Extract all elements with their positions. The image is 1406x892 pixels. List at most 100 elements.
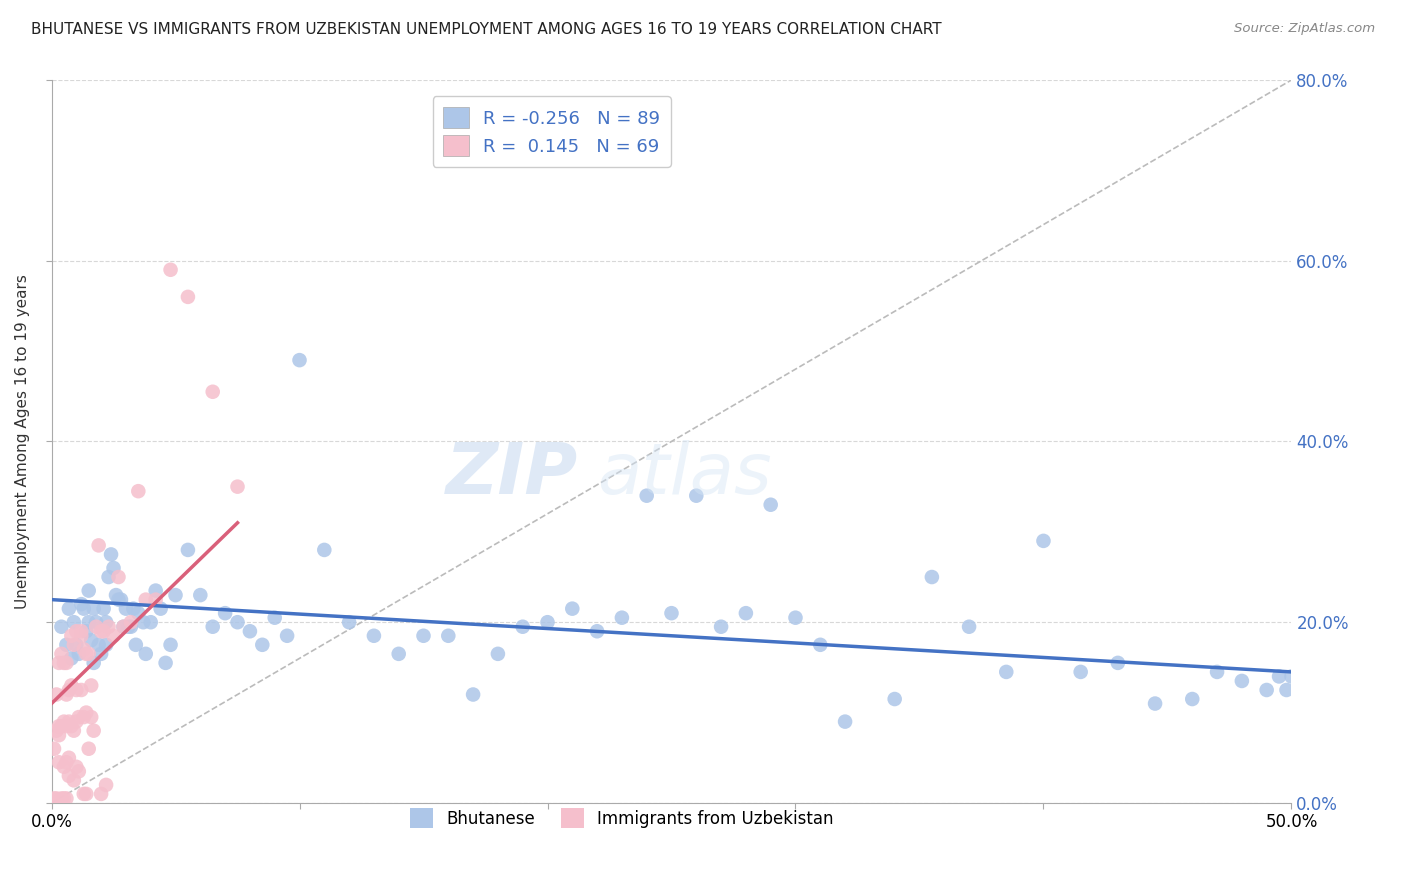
Point	[55, 638, 77, 652]
Point	[93, 601, 115, 615]
Point	[957, 620, 980, 634]
Point	[661, 606, 683, 620]
Point	[107, 592, 129, 607]
Point	[63, 615, 86, 630]
Point	[55, 688, 77, 702]
Point	[127, 484, 149, 499]
Point	[97, 570, 120, 584]
Point	[63, 773, 86, 788]
Text: Source: ZipAtlas.com: Source: ZipAtlas.com	[1234, 22, 1375, 36]
Point	[115, 601, 138, 615]
Point	[63, 638, 86, 652]
Point	[51, 791, 73, 805]
Point	[45, 688, 67, 702]
Point	[55, 656, 77, 670]
Point	[685, 489, 707, 503]
Point	[921, 570, 943, 584]
Point	[60, 719, 83, 733]
Text: atlas: atlas	[598, 440, 772, 508]
Point	[100, 548, 122, 562]
Text: ZIP: ZIP	[446, 440, 578, 508]
Point	[70, 597, 93, 611]
Point	[70, 683, 93, 698]
Point	[51, 719, 73, 733]
Point	[55, 756, 77, 770]
Point	[67, 647, 90, 661]
Point	[77, 647, 100, 661]
Point	[58, 601, 80, 615]
Point	[77, 741, 100, 756]
Point	[808, 638, 831, 652]
Point	[110, 592, 132, 607]
Point	[42, 741, 65, 756]
Point	[239, 624, 262, 639]
Point	[75, 647, 97, 661]
Point	[785, 610, 807, 624]
Point	[51, 647, 73, 661]
Point	[1230, 673, 1253, 688]
Y-axis label: Unemployment Among Ages 16 to 19 years: Unemployment Among Ages 16 to 19 years	[15, 274, 30, 609]
Point	[263, 610, 285, 624]
Point	[883, 692, 905, 706]
Point	[1206, 665, 1229, 679]
Point	[73, 787, 96, 801]
Point	[561, 601, 583, 615]
Point	[97, 620, 120, 634]
Point	[77, 583, 100, 598]
Point	[412, 629, 434, 643]
Point	[437, 629, 460, 643]
Point	[105, 588, 128, 602]
Point	[65, 714, 87, 729]
Point	[52, 656, 75, 670]
Point	[83, 601, 105, 615]
Point	[55, 719, 77, 733]
Point	[710, 620, 733, 634]
Point	[1032, 533, 1054, 548]
Point	[252, 638, 274, 652]
Point	[70, 624, 93, 639]
Point	[145, 592, 167, 607]
Point	[75, 624, 97, 639]
Point	[77, 615, 100, 630]
Point	[48, 656, 70, 670]
Point	[461, 688, 484, 702]
Point	[52, 791, 75, 805]
Point	[135, 647, 157, 661]
Point	[58, 751, 80, 765]
Point	[75, 706, 97, 720]
Point	[536, 615, 558, 630]
Point	[87, 538, 110, 552]
Point	[84, 620, 107, 634]
Point	[65, 683, 87, 698]
Point	[73, 642, 96, 657]
Point	[48, 756, 70, 770]
Point	[60, 651, 83, 665]
Point	[610, 610, 633, 624]
Point	[48, 719, 70, 733]
Point	[83, 723, 105, 738]
Point	[84, 615, 107, 630]
Point	[60, 629, 83, 643]
Point	[120, 620, 142, 634]
Point	[94, 615, 117, 630]
Point	[586, 624, 609, 639]
Point	[159, 638, 181, 652]
Point	[80, 710, 103, 724]
Point	[201, 384, 224, 399]
Point	[80, 678, 103, 692]
Point	[51, 620, 73, 634]
Point	[125, 638, 148, 652]
Point	[314, 542, 336, 557]
Point	[759, 498, 782, 512]
Point	[73, 601, 96, 615]
Point	[112, 620, 135, 634]
Text: BHUTANESE VS IMMIGRANTS FROM UZBEKISTAN UNEMPLOYMENT AMONG AGES 16 TO 19 YEARS C: BHUTANESE VS IMMIGRANTS FROM UZBEKISTAN …	[31, 22, 942, 37]
Point	[65, 760, 87, 774]
Point	[90, 647, 112, 661]
Point	[42, 791, 65, 805]
Point	[188, 588, 211, 602]
Point	[145, 583, 167, 598]
Point	[52, 760, 75, 774]
Point	[80, 633, 103, 648]
Point	[65, 638, 87, 652]
